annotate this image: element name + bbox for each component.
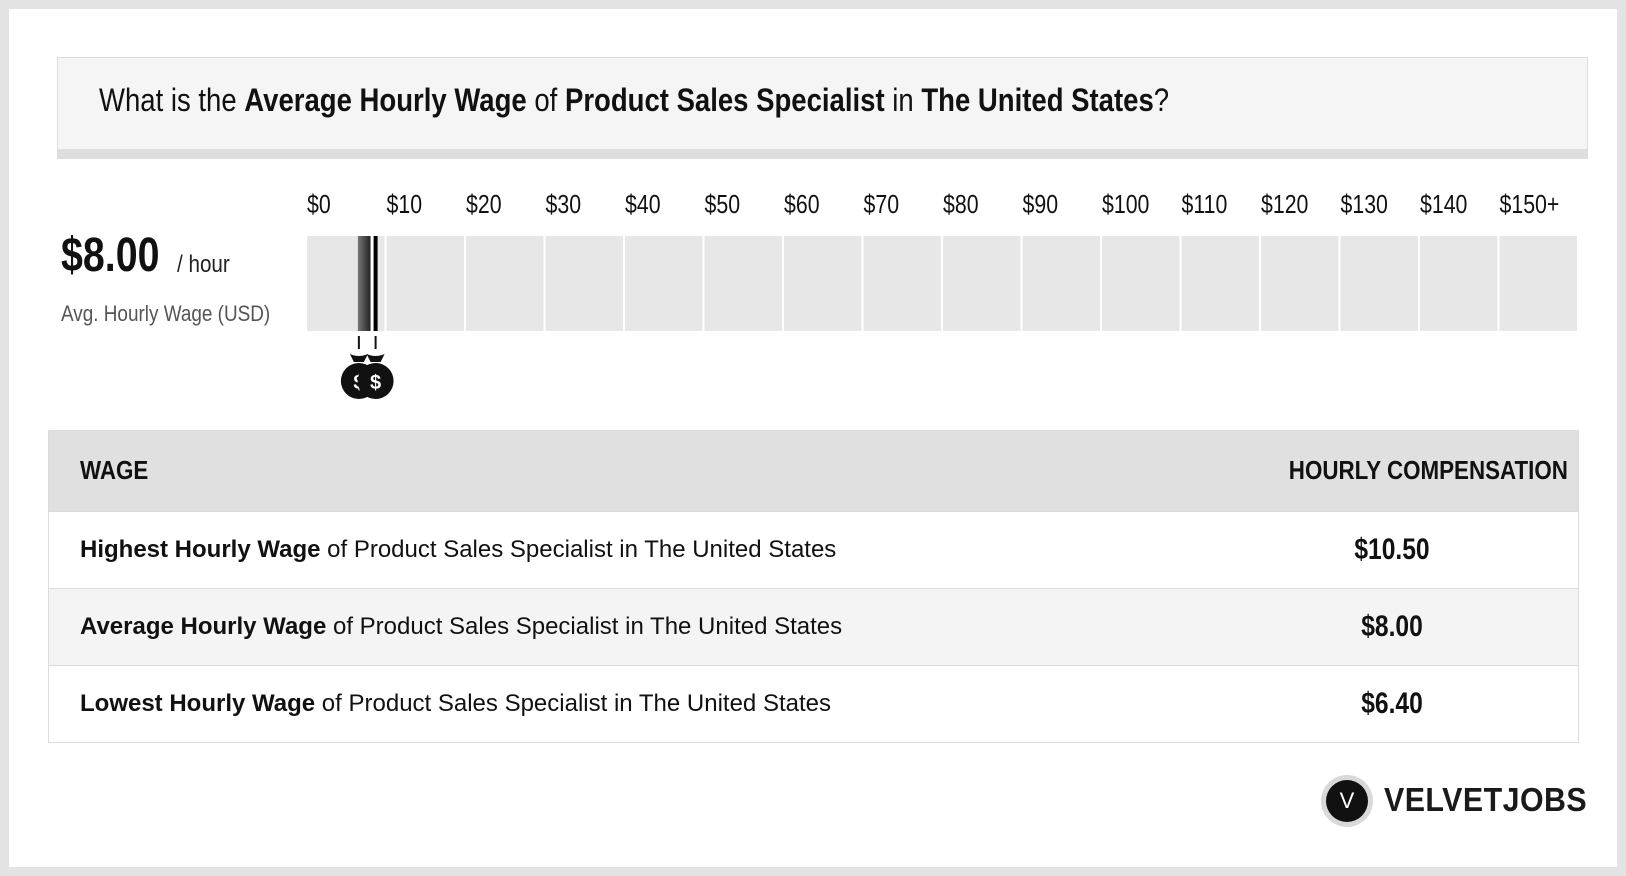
tick-label: $100 bbox=[1102, 190, 1149, 220]
tick-label: $0 bbox=[307, 190, 331, 220]
track-segment bbox=[1261, 236, 1339, 331]
range-gap bbox=[370, 236, 374, 331]
tick-label: $110 bbox=[1182, 190, 1228, 220]
row-label-bold: Highest Hourly Wage bbox=[80, 536, 321, 563]
tick-label: $80 bbox=[943, 190, 979, 220]
tick-label: $120 bbox=[1261, 190, 1308, 220]
track-segment bbox=[1340, 236, 1418, 331]
logo-wordmark: VELVETJOBS bbox=[1384, 781, 1588, 818]
question-job: Product Sales Specialist bbox=[564, 82, 885, 118]
header-wage: WAGE bbox=[80, 455, 149, 485]
question-suffix: ? bbox=[1153, 82, 1170, 118]
question-banner: What is the Average Hourly Wage of Produ… bbox=[57, 57, 1588, 159]
money-bag-icon-knot bbox=[349, 354, 368, 362]
row-label: Average Hourly Wage of Product Sales Spe… bbox=[80, 613, 842, 641]
average-marker bbox=[373, 236, 378, 331]
track-segment bbox=[386, 236, 464, 331]
row-value: $8.00 bbox=[1361, 610, 1423, 643]
money-bag-icon-dollar: $ bbox=[370, 372, 381, 394]
table-row-average: Average Hourly Wage of Product Sales Spe… bbox=[49, 588, 1578, 665]
tick-label: $30 bbox=[546, 190, 582, 220]
tick-label: $10 bbox=[387, 190, 423, 220]
question-in: in bbox=[884, 82, 922, 118]
velvetjobs-logo: V VELVETJOBS bbox=[1321, 775, 1587, 827]
tick-label: $60 bbox=[784, 190, 820, 220]
track-segment bbox=[625, 236, 703, 331]
track-segment bbox=[1420, 236, 1498, 331]
question-metric: Average Hourly Wage bbox=[244, 82, 527, 118]
tick-label: $20 bbox=[466, 190, 502, 220]
range-bar bbox=[357, 236, 371, 331]
per-hour-unit: / hour bbox=[177, 251, 230, 278]
table-header: WAGE HOURLY COMPENSATION bbox=[49, 431, 1578, 511]
tick-label: $50 bbox=[705, 190, 741, 220]
row-value: $10.50 bbox=[1354, 533, 1430, 566]
tick-label: $140 bbox=[1420, 190, 1467, 220]
question-of: of bbox=[526, 82, 565, 118]
row-label: Lowest Hourly Wage of Product Sales Spec… bbox=[80, 690, 831, 718]
row-value: $6.40 bbox=[1361, 687, 1423, 720]
row-label-bold: Lowest Hourly Wage bbox=[80, 690, 316, 717]
row-label-rest: of Product Sales Specialist in The Unite… bbox=[326, 613, 843, 640]
track-segment bbox=[545, 236, 623, 331]
wage-table: WAGE HOURLY COMPENSATION Highest Hourly … bbox=[48, 430, 1579, 743]
money-bag-icon-knot bbox=[366, 354, 385, 362]
tick-label: $150+ bbox=[1500, 190, 1560, 220]
question-prefix: What is the bbox=[99, 82, 245, 118]
tick-label: $130 bbox=[1341, 190, 1388, 220]
average-wage-caption: Avg. Hourly Wage (USD) bbox=[61, 301, 271, 326]
track-segment bbox=[784, 236, 862, 331]
track-segment bbox=[1022, 236, 1100, 331]
tick-label: $90 bbox=[1023, 190, 1059, 220]
row-label-bold: Average Hourly Wage bbox=[80, 613, 327, 640]
track-segment bbox=[1181, 236, 1259, 331]
wage-range-chart: $0 $10 $20 $30 $40 $50 $60 $70 $80 $90 $100 $110 $12… bbox=[307, 190, 1577, 399]
table-row-lowest: Lowest Hourly Wage of Product Sales Spec… bbox=[49, 665, 1578, 742]
average-wage-value: $8.00 bbox=[61, 229, 160, 282]
table-row-highest: Highest Hourly Wage of Product Sales Spe… bbox=[49, 511, 1578, 588]
track-segment bbox=[1499, 236, 1577, 331]
logo-badge-letter: V bbox=[1326, 780, 1368, 822]
tick-label: $40 bbox=[625, 190, 661, 220]
row-label-rest: of Product Sales Specialist in The Unite… bbox=[315, 690, 831, 717]
track-segment bbox=[1102, 236, 1180, 331]
question-text: What is the Average Hourly Wage of Produ… bbox=[99, 82, 1169, 119]
row-label-rest: of Product Sales Specialist in The Unite… bbox=[320, 536, 837, 563]
tick-label: $70 bbox=[864, 190, 900, 220]
track-segment bbox=[704, 236, 782, 331]
row-label: Highest Hourly Wage of Product Sales Spe… bbox=[80, 536, 836, 564]
track-segment bbox=[863, 236, 941, 331]
track-segment bbox=[943, 236, 1021, 331]
header-hourly-compensation: HOURLY COMPENSATION bbox=[1288, 455, 1568, 485]
money-bag-icon bbox=[357, 363, 394, 399]
logo-badge-icon: V bbox=[1321, 775, 1373, 827]
track-segment bbox=[466, 236, 544, 331]
question-location: The United States bbox=[921, 82, 1154, 118]
